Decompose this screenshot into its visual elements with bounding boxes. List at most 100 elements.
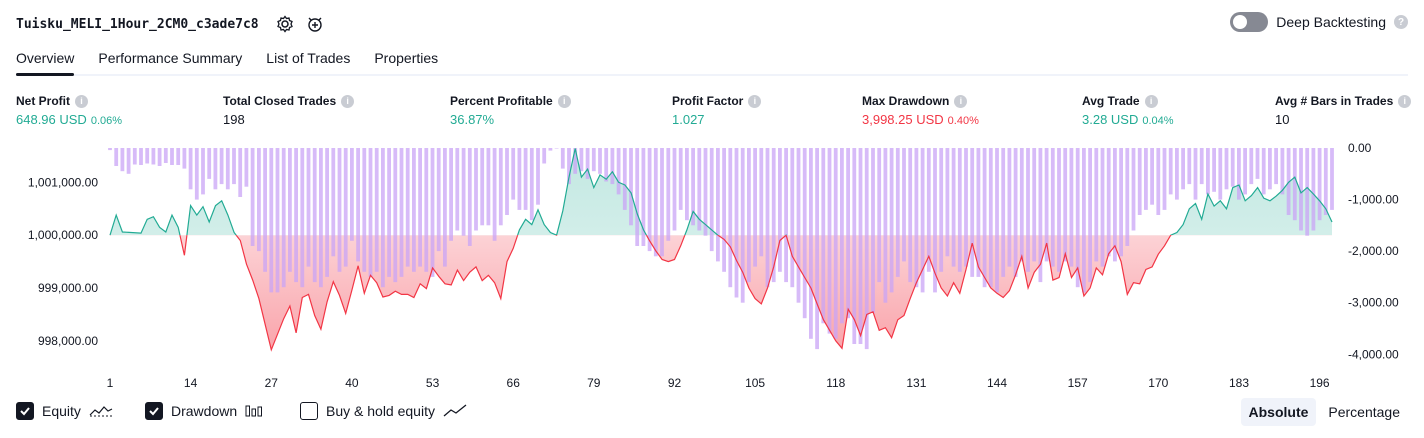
drawdown-bar <box>1075 148 1080 288</box>
drawdown-bar <box>1280 148 1285 195</box>
drawdown-bar <box>536 148 540 205</box>
drawdown-bar <box>809 148 813 339</box>
drawdown-bar <box>1255 148 1260 179</box>
drawdown-bar <box>1026 148 1030 272</box>
equity-line-loss <box>109 235 1173 352</box>
drawdown-bar <box>560 148 565 169</box>
drawdown-bar <box>926 148 931 272</box>
drawdown-checkbox[interactable] <box>145 402 163 420</box>
drawdown-bar <box>1181 148 1185 190</box>
info-icon[interactable]: i <box>1144 94 1158 108</box>
drawdown-bar <box>194 148 199 200</box>
drawdown-bar <box>213 148 218 190</box>
drawdown-bar <box>145 148 150 164</box>
info-icon[interactable]: i <box>75 94 88 108</box>
alarm-plus-icon[interactable] <box>305 14 325 34</box>
drawdown-bar <box>1274 148 1278 185</box>
x-axis-tick-label: 14 <box>184 376 198 390</box>
metric-profit-factor: Profit Factor i 1.027 <box>672 93 762 127</box>
metric-value: 10 <box>1275 112 1290 127</box>
drawdown-bar <box>622 148 627 210</box>
trend-line-icon <box>443 404 467 417</box>
drawdown-bar <box>467 148 472 246</box>
drawdown-bar <box>312 148 317 283</box>
drawdown-bar <box>709 148 714 252</box>
help-icon[interactable]: ? <box>1394 15 1408 29</box>
drawdown-bar <box>1187 148 1192 185</box>
drawdown-bar <box>436 148 441 252</box>
drawdown-bar <box>387 148 391 277</box>
metric-value: 1.027 <box>672 112 705 127</box>
drawdown-bar <box>374 148 379 272</box>
x-axis-tick-label: 157 <box>1068 376 1088 390</box>
info-icon[interactable]: i <box>341 94 355 108</box>
drawdown-bar <box>970 148 975 277</box>
metric-label: Net Profit <box>16 94 70 108</box>
drawdown-bar <box>610 148 615 185</box>
tab-list-of-trades[interactable]: List of Trades <box>266 50 351 66</box>
info-icon[interactable]: i <box>1398 94 1412 108</box>
drawdown-bar <box>170 148 174 165</box>
x-axis-tick-label: 183 <box>1229 376 1249 390</box>
equity-checkbox[interactable] <box>16 402 34 420</box>
drawdown-bar <box>201 148 205 195</box>
drawdown-bar <box>1119 148 1123 257</box>
info-icon[interactable]: i <box>954 94 968 108</box>
metric-label: Percent Profitable <box>450 94 553 108</box>
info-icon[interactable]: i <box>557 94 571 108</box>
drawdown-bar <box>554 148 559 149</box>
metric-total-closed-trades: Total Closed Trades i 198 <box>223 93 355 127</box>
drawdown-bar <box>405 148 410 267</box>
drawdown-bar <box>939 148 944 272</box>
x-axis-tick-label: 40 <box>345 376 359 390</box>
drawdown-bar <box>356 148 360 262</box>
drawdown-bar <box>604 148 609 182</box>
drawdown-bar <box>802 148 807 319</box>
drawdown-bar <box>573 148 578 174</box>
deep-backtesting-toggle[interactable] <box>1230 12 1269 32</box>
drawdown-bar <box>399 148 404 277</box>
drawdown-bar <box>350 148 354 241</box>
drawdown-bars-icon <box>245 405 263 417</box>
drawdown-bar <box>1199 148 1204 185</box>
drawdown-bar <box>1323 148 1328 215</box>
drawdown-bar <box>1317 148 1322 221</box>
right-axis-tick-label: -1,000.00 <box>1348 193 1399 207</box>
info-icon[interactable]: i <box>748 94 762 108</box>
drawdown-bar <box>412 148 416 272</box>
drawdown-bar <box>1050 148 1055 267</box>
buy-hold-checkbox[interactable] <box>300 402 318 420</box>
report-header: Tuisku_MELI_1Hour_2CM0_c3ade7c8 <box>16 10 325 38</box>
buy-hold-toggle[interactable]: Buy & hold equity <box>300 402 467 420</box>
drawdown-bar <box>864 148 869 350</box>
drawdown-bar <box>1144 148 1148 210</box>
metric-value: 198 <box>223 112 245 127</box>
tab-overview[interactable]: Overview <box>16 48 75 76</box>
tab-performance-summary[interactable]: Performance Summary <box>98 50 243 66</box>
deep-backtesting-label: Deep Backtesting <box>1276 14 1386 30</box>
drawdown-bar <box>139 148 143 165</box>
drawdown-bar <box>852 148 857 344</box>
gear-icon[interactable] <box>275 14 295 34</box>
drawdown-bar <box>945 148 950 257</box>
absolute-button[interactable]: Absolute <box>1240 398 1317 426</box>
drawdown-bar <box>685 148 689 221</box>
drawdown-bar <box>486 148 491 226</box>
drawdown-bar <box>523 148 528 210</box>
drawdown-bar <box>616 148 621 195</box>
drawdown-toggle[interactable]: Drawdown <box>145 402 265 420</box>
percentage-button[interactable]: Percentage <box>1328 404 1400 420</box>
drawdown-bar <box>635 148 640 246</box>
drawdown-bar <box>1013 148 1018 277</box>
drawdown-bar <box>108 148 112 151</box>
drawdown-bar <box>455 148 460 231</box>
drawdown-bar <box>753 148 757 267</box>
drawdown-bar <box>232 148 236 185</box>
drawdown-bar <box>920 148 925 293</box>
equity-toggle[interactable]: Equity <box>16 402 113 420</box>
tab-properties[interactable]: Properties <box>374 50 439 66</box>
x-axis-tick-label: 53 <box>426 376 440 390</box>
scale-mode-switch: Absolute Percentage <box>1240 398 1409 426</box>
left-axis-tick-label: 1,001,000.00 <box>28 175 98 189</box>
equity-chart[interactable]: 1,001,000.00 1,000,000.00 999,000.00 998,00… <box>0 140 1424 392</box>
